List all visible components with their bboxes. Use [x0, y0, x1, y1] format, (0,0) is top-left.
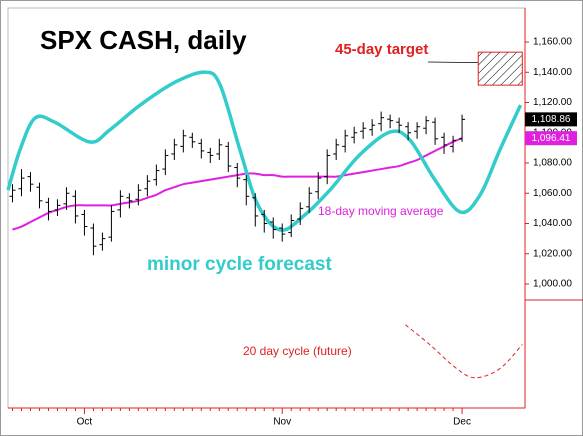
chart-title: SPX CASH, daily	[40, 25, 247, 55]
y-tick-label: 1,060.00	[533, 188, 572, 199]
series-label: 18-day moving average	[318, 204, 444, 218]
price-tag-label: 1,096.41	[532, 133, 571, 144]
x-tick-label: Dec	[453, 417, 471, 428]
y-tick-label: 1,120.00	[533, 97, 572, 108]
series-label: minor cycle forecast	[147, 254, 332, 275]
y-tick-label: 1,140.00	[533, 67, 572, 78]
y-tick-label: 1,080.00	[533, 158, 572, 169]
y-tick-label: 1,040.00	[533, 218, 572, 229]
line-series	[6, 70, 523, 232]
price-tag-label: 1,108.86	[532, 114, 571, 125]
y-tick-label: 1,020.00	[533, 248, 572, 259]
y-tick-label: 1,000.00	[533, 279, 572, 290]
y-tick-label: 1,160.00	[533, 37, 572, 48]
line-series	[405, 324, 523, 379]
x-tick-label: Nov	[273, 417, 291, 428]
target-pointer	[427, 61, 479, 63]
price-tag	[525, 131, 577, 146]
target-label: 45-day target	[335, 41, 428, 58]
x-tick-label: Oct	[77, 417, 93, 428]
series-label: 20 day cycle (future)	[243, 344, 352, 358]
target-box	[477, 51, 523, 86]
price-tag	[525, 112, 577, 127]
